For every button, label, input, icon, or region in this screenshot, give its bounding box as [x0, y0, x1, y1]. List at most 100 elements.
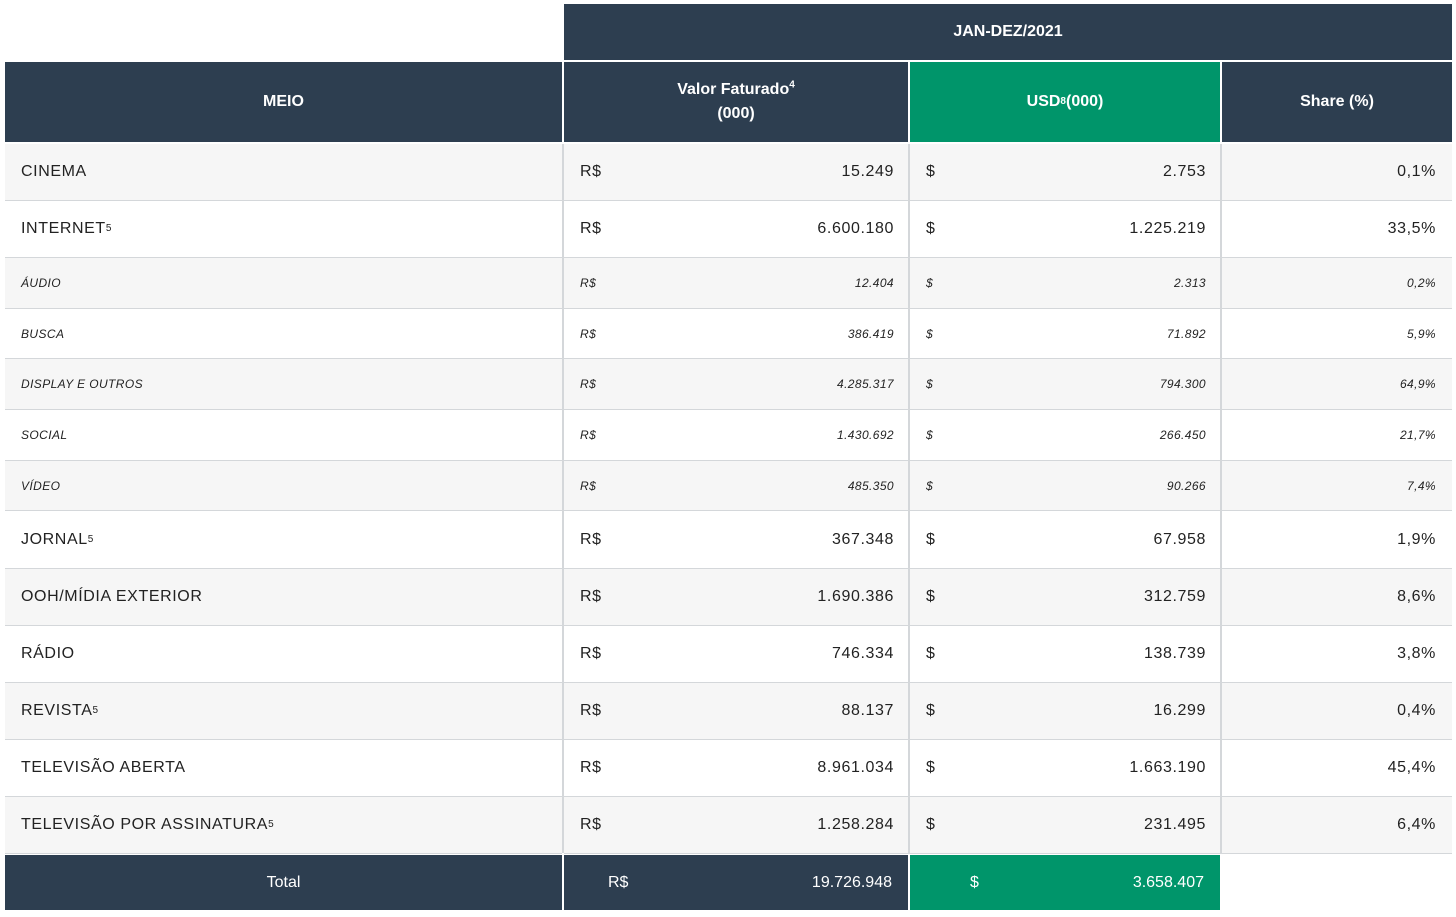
usd-value: 90.266	[1166, 478, 1206, 493]
column-header-valor-line2: (000)	[717, 105, 755, 122]
brl-value: 746.334	[831, 644, 894, 662]
total-label-cell: Total	[5, 855, 562, 910]
share-value: 7,4%	[1407, 478, 1436, 493]
meio-cell: OOH/MÍDIA EXTERIOR	[5, 568, 562, 626]
table-row: TELEVISÃO POR ASSINATURA 5 R$ 1.258.284 $231…	[5, 796, 1452, 854]
usd-symbol: $	[926, 815, 936, 833]
usd-symbol: $	[926, 377, 934, 392]
meio-label: TELEVISÃO POR ASSINATURA	[21, 815, 269, 833]
usd-cell: $1.663.190	[910, 739, 1222, 797]
share-value: 0,4%	[1397, 701, 1436, 719]
column-header-usd: USD 8 (000)	[910, 62, 1220, 142]
meio-label: DISPLAY E OUTROS	[21, 377, 143, 392]
brl-cell: R$ 746.334	[564, 625, 910, 683]
usd-symbol: $	[926, 758, 936, 776]
share-cell: 0,1%	[1222, 144, 1452, 201]
usd-value: 312.759	[1143, 587, 1206, 605]
meio-cell: SOCIAL	[5, 410, 562, 461]
usd-value: 231.495	[1143, 815, 1206, 833]
brl-symbol: R$	[580, 427, 597, 442]
share-cell: 3,8%	[1222, 625, 1452, 683]
table-subrow: DISPLAY E OUTROS R$ 4.285.317 $794.300 64,9%	[5, 359, 1452, 411]
brl-cell: R$ 1.430.692	[564, 410, 910, 461]
brl-cell: R$ 4.285.317	[564, 359, 910, 411]
usd-symbol: $	[926, 163, 936, 180]
usd-value: 16.299	[1153, 701, 1206, 719]
brl-value: 367.348	[831, 530, 894, 548]
usd-symbol: $	[926, 530, 936, 548]
column-header-meio-label: MEIO	[263, 93, 304, 110]
usd-cell: $2.313	[910, 258, 1222, 309]
brl-value: 8.961.034	[817, 758, 894, 776]
meio-cell: TELEVISÃO POR ASSINATURA 5	[5, 796, 562, 854]
meio-label: SOCIAL	[21, 427, 68, 442]
brl-cell: R$ 386.419	[564, 308, 910, 360]
column-header-valor-line1: Valor Faturado4	[677, 79, 795, 98]
share-value: 64,9%	[1399, 377, 1436, 392]
meio-label: RÁDIO	[21, 644, 75, 662]
share-value: 33,5%	[1387, 220, 1436, 237]
period-label: JAN-DEZ/2021	[953, 23, 1063, 40]
table-row: INTERNET 5 R$ 6.600.180 $1.225.219 33,5%	[5, 201, 1452, 258]
usd-value: 1.225.219	[1129, 220, 1206, 237]
brl-cell: R$ 88.137	[564, 682, 910, 740]
meio-cell: VÍDEO	[5, 460, 562, 512]
brl-cell: R$ 8.961.034	[564, 739, 910, 797]
share-value: 21,7%	[1399, 427, 1436, 442]
meio-cell: ÁUDIO	[5, 258, 562, 309]
total-label: Total	[266, 873, 301, 891]
brl-symbol: R$	[580, 644, 602, 662]
usd-value: 71.892	[1166, 326, 1206, 341]
usd-cell: $90.266	[910, 460, 1222, 512]
usd-symbol: $	[926, 587, 936, 605]
brl-value: 1.430.692	[837, 427, 894, 442]
total-brl-cell: R$ 19.726.948	[564, 855, 908, 910]
usd-symbol: $	[926, 478, 934, 493]
share-cell: 33,5%	[1222, 201, 1452, 258]
meio-cell: CINEMA	[5, 144, 562, 201]
meio-cell: JORNAL 5	[5, 511, 562, 569]
meio-label: TELEVISÃO ABERTA	[21, 758, 186, 776]
brl-symbol: R$	[580, 815, 602, 833]
meio-label: INTERNET	[21, 220, 106, 237]
column-header-meio: MEIO	[5, 62, 562, 142]
usd-cell: $1.225.219	[910, 201, 1222, 258]
usd-cell: $794.300	[910, 359, 1222, 411]
brl-cell: R$ 1.690.386	[564, 568, 910, 626]
usd-symbol: $	[926, 427, 934, 442]
usd-cell: $312.759	[910, 568, 1222, 626]
brl-value: 386.419	[847, 326, 894, 341]
table-subrow: SOCIAL R$ 1.430.692 $266.450 21,7%	[5, 410, 1452, 461]
meio-label: OOH/MÍDIA EXTERIOR	[21, 587, 203, 605]
brl-value: 1.258.284	[817, 815, 894, 833]
share-value: 5,9%	[1407, 326, 1436, 341]
meio-label: VÍDEO	[21, 478, 61, 493]
usd-cell: $231.495	[910, 796, 1222, 854]
share-cell: 45,4%	[1222, 739, 1452, 797]
usd-cell: $71.892	[910, 308, 1222, 360]
table-row: CINEMA R$ 15.249 $2.753 0,1%	[5, 144, 1452, 201]
brl-value: 1.690.386	[817, 587, 894, 605]
usd-symbol: $	[926, 644, 936, 662]
share-cell: 64,9%	[1222, 359, 1452, 411]
meio-cell: TELEVISÃO ABERTA	[5, 739, 562, 797]
brl-value: 6.600.180	[817, 220, 894, 237]
meio-cell: BUSCA	[5, 308, 562, 360]
share-cell: 1,9%	[1222, 511, 1452, 569]
brl-cell: R$ 12.404	[564, 258, 910, 309]
usd-value: 794.300	[1159, 377, 1206, 392]
usd-cell: $138.739	[910, 625, 1222, 683]
brl-symbol: R$	[580, 758, 602, 776]
brl-value: 15.249	[841, 163, 894, 180]
share-value: 3,8%	[1397, 644, 1436, 662]
share-value: 45,4%	[1387, 758, 1436, 776]
brl-value: 88.137	[841, 701, 894, 719]
meio-label: CINEMA	[21, 163, 87, 180]
usd-cell: $16.299	[910, 682, 1222, 740]
table-subrow: BUSCA R$ 386.419 $71.892 5,9%	[5, 308, 1452, 360]
column-header-share-label: Share (%)	[1300, 93, 1374, 110]
usd-value: 138.739	[1143, 644, 1206, 662]
total-usd-symbol: $	[970, 873, 979, 891]
share-cell: 8,6%	[1222, 568, 1452, 626]
brl-symbol: R$	[580, 530, 602, 548]
